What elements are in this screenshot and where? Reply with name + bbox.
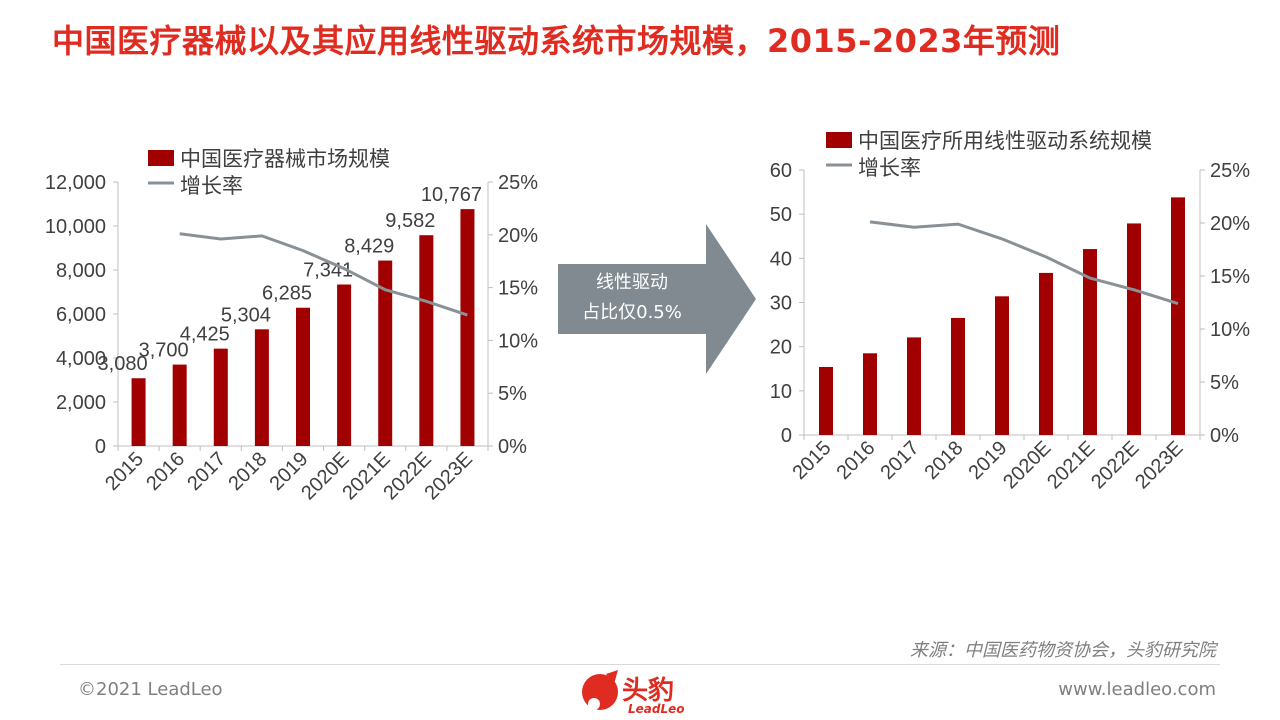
bar [254, 329, 269, 446]
bar [995, 296, 1009, 435]
copyright-text: ©2021 LeadLeo [78, 679, 223, 700]
logo-text: 头豹 [622, 676, 675, 706]
legend-label-line: 增长率 [180, 174, 243, 198]
y2-tick-label: 25% [498, 172, 538, 194]
bar [907, 337, 921, 435]
bar [951, 317, 965, 435]
y2-tick-label: 0% [498, 436, 527, 458]
bar [213, 348, 228, 446]
y-tick-label: 0 [781, 425, 792, 447]
y2-tick-label: 10% [498, 330, 538, 352]
bar [337, 284, 352, 446]
y2-tick-label: 15% [1210, 266, 1250, 288]
y-tick-label: 50 [770, 204, 792, 226]
legend-label-bar: 中国医疗器械市场规模 [180, 147, 390, 171]
y-tick-label: 0 [95, 436, 106, 458]
logo-subtext: LeadLeo [628, 702, 685, 716]
bar [131, 378, 146, 446]
footer-divider [60, 664, 1220, 665]
y-tick-label: 30 [770, 293, 792, 315]
arrow-callout-text: 线性驱动 占比仅0.5% [558, 268, 706, 328]
bar-data-label: 5,304 [221, 304, 271, 326]
y-tick-label: 4,000 [56, 348, 106, 370]
bar-data-label: 6,285 [262, 283, 312, 305]
y-tick-label: 6,000 [56, 304, 106, 326]
bar-data-label: 10,767 [421, 184, 482, 206]
bar-data-label: 3,700 [139, 340, 189, 362]
y-tick-label: 2,000 [56, 392, 106, 414]
arrow-text-line1: 线性驱动 [596, 272, 668, 293]
leadleo-logo: 头豹 LeadLeo [578, 666, 708, 720]
arrow-shape [558, 224, 756, 374]
x-tick-label: 2023E [1131, 437, 1187, 493]
bar [1039, 272, 1053, 435]
source-note: 来源：中国医药物资协会，头豹研究院 [910, 640, 1216, 661]
leopard-icon [582, 670, 618, 710]
y-tick-label: 8,000 [56, 260, 106, 282]
x-tick-label: 2022E [1087, 437, 1143, 493]
y2-tick-label: 15% [498, 278, 538, 300]
bar [1171, 197, 1185, 435]
y-tick-label: 12,000 [45, 172, 106, 194]
y2-tick-label: 5% [498, 383, 527, 405]
y2-tick-label: 25% [1210, 160, 1250, 182]
bar [419, 235, 434, 446]
bar [296, 307, 310, 446]
x-tick-label: 2018 [921, 437, 968, 484]
bar-data-label: 7,341 [303, 259, 353, 281]
y2-tick-label: 0% [1210, 425, 1239, 447]
arrow-text-line2: 占比仅0.5% [582, 302, 682, 323]
arrow-callout: 线性驱动 占比仅0.5% [558, 224, 758, 374]
page-title: 中国医疗器械以及其应用线性驱动系统市场规模，2015-2023年预测 [52, 22, 1061, 60]
bar [1127, 223, 1141, 435]
y-tick-label: 40 [770, 248, 792, 270]
legend-swatch-bar [826, 132, 852, 148]
y-tick-label: 60 [770, 160, 792, 182]
bar [1083, 249, 1097, 435]
x-tick-label: 2020E [999, 437, 1055, 493]
x-tick-label: 2016 [833, 437, 880, 484]
y2-tick-label: 10% [1210, 319, 1250, 341]
y2-tick-label: 20% [1210, 213, 1250, 235]
bar [378, 260, 393, 446]
x-tick-label: 2017 [877, 437, 924, 484]
bar-data-label: 4,425 [180, 324, 230, 346]
bar-data-label: 8,429 [344, 236, 394, 258]
website-link[interactable]: www.leadleo.com [1058, 679, 1216, 700]
bar [172, 364, 187, 446]
y2-tick-label: 5% [1210, 372, 1239, 394]
legend-label-line: 增长率 [858, 156, 921, 180]
growth-rate-line [179, 232, 468, 317]
x-tick-label: 2021E [1043, 437, 1099, 493]
legend-label-bar: 中国医疗所用线性驱动系统规模 [858, 129, 1152, 153]
bar-data-label: 3,080 [98, 353, 148, 375]
y2-tick-label: 20% [498, 225, 538, 247]
y-tick-label: 20 [770, 337, 792, 359]
bar [460, 209, 475, 446]
growth-rate-line [869, 220, 1179, 306]
chart-linear-drive-market: 01020304050600%5%10%15%20%25%20152016201… [770, 129, 1250, 493]
bar [819, 366, 833, 435]
y-tick-label: 10,000 [45, 216, 106, 238]
x-tick-label: 2015 [789, 437, 836, 484]
bar [863, 353, 877, 435]
chart-medical-device-market: 0 2,000 4,000 6,000 8,000 10,000 12,000 0% 5% 10%… [45, 147, 538, 504]
bar-data-label: 9,582 [385, 210, 435, 232]
y-tick-label: 10 [770, 381, 792, 403]
legend-swatch-bar [148, 150, 174, 166]
